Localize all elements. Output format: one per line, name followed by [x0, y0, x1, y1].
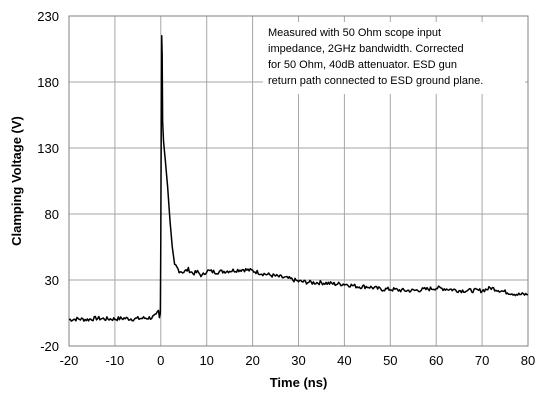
x-tick-label: 30: [291, 353, 305, 368]
x-tick-label: 50: [383, 353, 397, 368]
note-line: for 50 Ohm, 40dB attenuator. ESD gun: [268, 59, 457, 71]
x-tick-labels: -20 -10 0 10 20 30 40 50 60 70 80: [60, 353, 536, 368]
y-tick-label: 230: [37, 9, 59, 24]
x-tick-label: 10: [199, 353, 213, 368]
x-tick-label: 20: [245, 353, 259, 368]
x-tick-label: -20: [60, 353, 79, 368]
y-tick-label: 80: [45, 207, 59, 222]
series-layer: [68, 35, 529, 322]
x-tick-label: -10: [106, 353, 125, 368]
y-tick-label: -20: [40, 339, 59, 354]
plot-frame: [68, 15, 529, 347]
series-line: [68, 35, 529, 322]
y-tick-labels: -20 30 80 130 180 230: [37, 9, 59, 354]
x-tick-label: 0: [157, 353, 164, 368]
y-tick-label: 180: [37, 75, 59, 90]
note-line: return path connected to ESD ground plan…: [268, 75, 483, 87]
note-line: impedance, 2GHz bandwidth. Corrected: [268, 43, 464, 55]
x-tick-label: 40: [337, 353, 351, 368]
x-tick-label: 80: [521, 353, 535, 368]
y-tick-label: 30: [45, 273, 59, 288]
note-line: Measured with 50 Ohm scope input: [268, 27, 441, 39]
x-tick-label: 70: [475, 353, 489, 368]
measurement-note: Measured with 50 Ohm scope input impedan…: [263, 22, 525, 94]
y-axis-title: Clamping Voltage (V): [9, 116, 24, 246]
note-background: [263, 22, 525, 94]
y-tick-label: 130: [37, 141, 59, 156]
x-tick-label: 60: [429, 353, 443, 368]
x-axis-title: Time (ns): [270, 375, 328, 390]
